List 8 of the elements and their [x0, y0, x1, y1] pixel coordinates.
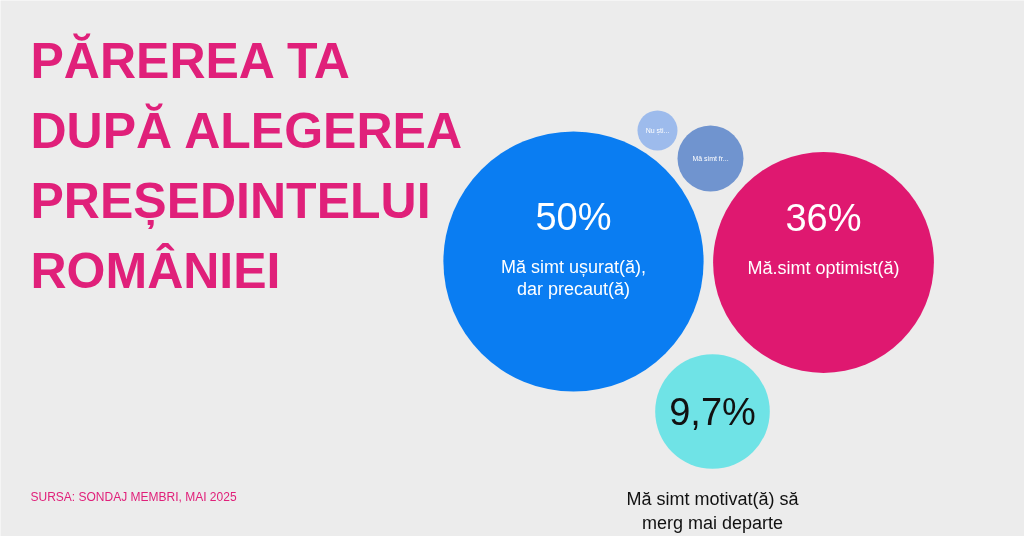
- category-label: Mă simt ușurat(ă), dar precaut(ă): [500, 256, 647, 299]
- data-label: 50%: [535, 195, 612, 238]
- category-label: Mă simt motivat(ă) să merg mai departe: [626, 488, 800, 533]
- text: PĂREREA TA DUPĂ ALEGEREA PREȘEDINTELUI ROMÂNIEI: [30, 32, 463, 299]
- category-label: Mă.simt optimist(ă): [747, 257, 900, 278]
- text: SURSA: SONDAJ MEMBRI, MAI 2025: [30, 489, 237, 504]
- data-label: 9,7%: [669, 390, 756, 433]
- data-label: 36%: [785, 196, 862, 239]
